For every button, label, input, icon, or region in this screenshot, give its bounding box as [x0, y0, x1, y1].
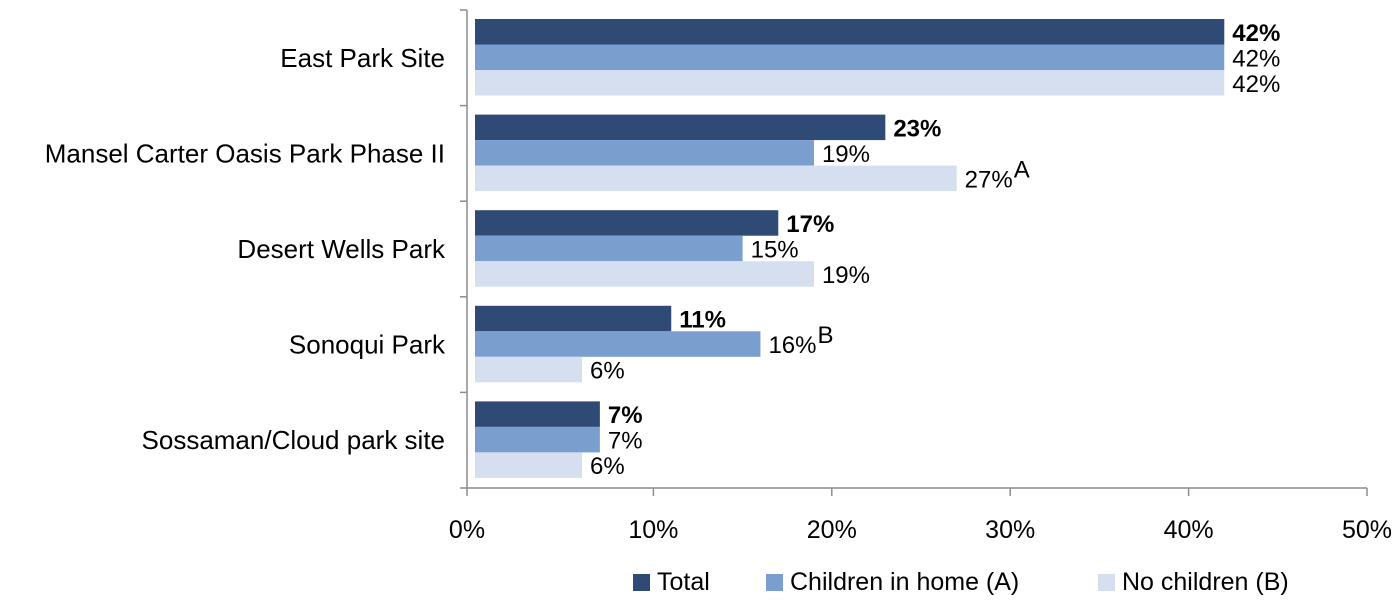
data-label: 17% — [786, 211, 834, 238]
data-label: 11% — [679, 307, 726, 334]
bar — [475, 114, 886, 141]
legend-swatch — [766, 574, 783, 591]
bar — [475, 305, 672, 332]
bar — [475, 356, 583, 383]
bar — [475, 331, 761, 357]
data-label: 42% — [1232, 20, 1280, 47]
data-label: 19% — [822, 141, 870, 168]
data-label: 27% — [965, 166, 1013, 193]
bar — [475, 19, 1225, 45]
x-tick-label: 30% — [985, 516, 1035, 544]
data-label: 42% — [1232, 71, 1280, 98]
data-label: 42% — [1232, 45, 1280, 72]
bar — [475, 261, 814, 287]
legend-label: No children (B) — [1122, 568, 1289, 596]
data-label-superscript: B — [817, 322, 833, 349]
data-label: 6% — [590, 358, 625, 385]
data-label-superscript: A — [1014, 156, 1030, 183]
bar — [475, 452, 583, 478]
data-label: 19% — [822, 262, 870, 289]
bar — [475, 44, 1225, 70]
legend-swatch — [1098, 574, 1115, 591]
data-label: 6% — [590, 453, 625, 480]
bar — [475, 210, 779, 236]
category-label: East Park Site — [280, 43, 445, 73]
category-label: Mansel Carter Oasis Park Phase II — [45, 138, 445, 168]
legend-label: Total — [657, 568, 710, 596]
category-label: Desert Wells Park — [237, 234, 446, 264]
data-label: 16% — [768, 332, 816, 359]
bar — [475, 70, 1225, 96]
x-tick-label: 40% — [1164, 516, 1214, 544]
x-tick-label: 10% — [628, 516, 678, 544]
bar — [475, 165, 957, 192]
data-label: 23% — [893, 115, 941, 142]
legend-swatch — [633, 574, 650, 591]
data-label: 7% — [608, 428, 643, 455]
legend-label: Children in home (A) — [790, 568, 1019, 596]
bar — [475, 426, 600, 453]
bar — [475, 401, 600, 427]
bar — [475, 235, 743, 262]
x-tick-label: 50% — [1342, 516, 1392, 544]
data-label: 15% — [751, 236, 799, 263]
category-label: Sonoqui Park — [289, 330, 446, 360]
bar — [475, 140, 814, 166]
x-tick-label: 20% — [807, 516, 857, 544]
x-tick-label: 0% — [449, 516, 485, 544]
category-label: Sossaman/Cloud park site — [142, 425, 445, 455]
data-label: 7% — [608, 402, 643, 429]
